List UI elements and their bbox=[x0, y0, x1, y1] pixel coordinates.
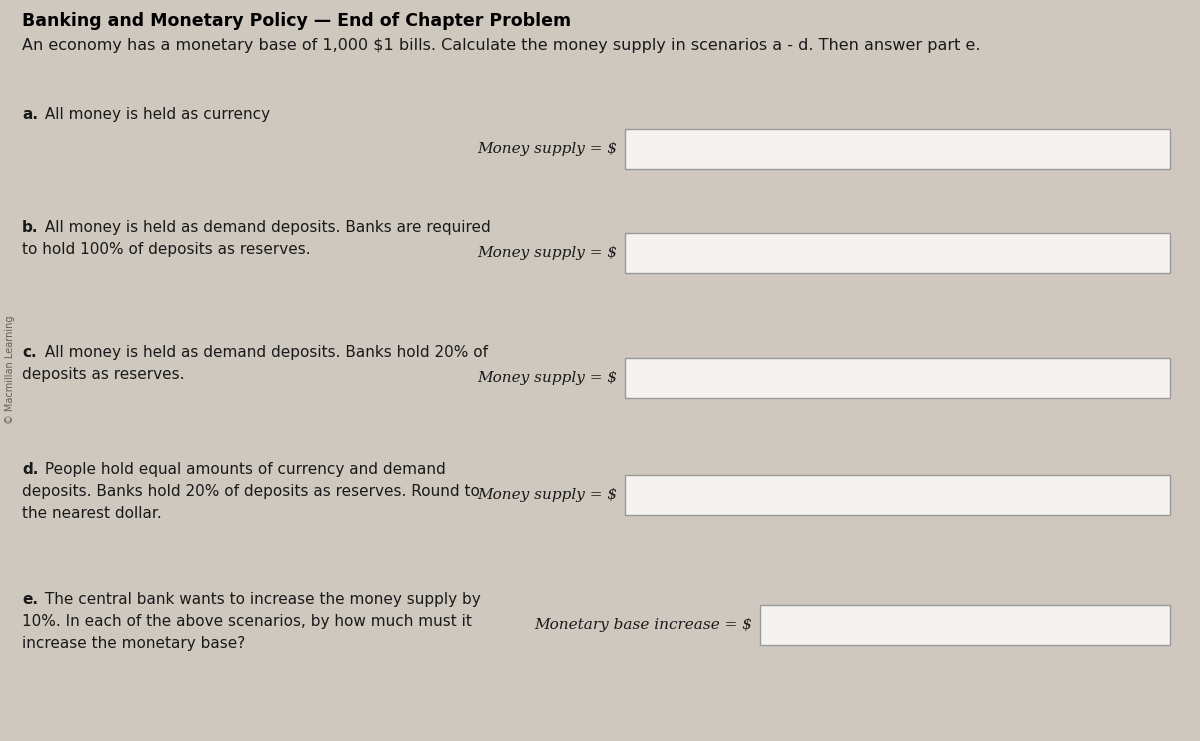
Text: e.: e. bbox=[22, 592, 38, 607]
Text: a.: a. bbox=[22, 107, 38, 122]
Text: d.: d. bbox=[22, 462, 38, 477]
Text: All money is held as demand deposits. Banks are required: All money is held as demand deposits. Ba… bbox=[40, 220, 491, 235]
Text: increase the monetary base?: increase the monetary base? bbox=[22, 636, 245, 651]
Text: Banking and Monetary Policy — End of Chapter Problem: Banking and Monetary Policy — End of Cha… bbox=[22, 12, 571, 30]
Text: c.: c. bbox=[22, 345, 37, 360]
Text: deposits. Banks hold 20% of deposits as reserves. Round to: deposits. Banks hold 20% of deposits as … bbox=[22, 484, 480, 499]
Text: b.: b. bbox=[22, 220, 38, 235]
Text: The central bank wants to increase the money supply by: The central bank wants to increase the m… bbox=[40, 592, 481, 607]
FancyBboxPatch shape bbox=[625, 233, 1170, 273]
Text: deposits as reserves.: deposits as reserves. bbox=[22, 367, 185, 382]
Text: All money is held as currency: All money is held as currency bbox=[40, 107, 270, 122]
FancyBboxPatch shape bbox=[625, 129, 1170, 169]
Text: 10%. In each of the above scenarios, by how much must it: 10%. In each of the above scenarios, by … bbox=[22, 614, 472, 629]
FancyBboxPatch shape bbox=[625, 475, 1170, 515]
Text: the nearest dollar.: the nearest dollar. bbox=[22, 506, 162, 521]
FancyBboxPatch shape bbox=[625, 358, 1170, 398]
Text: Money supply = $: Money supply = $ bbox=[476, 142, 617, 156]
Text: All money is held as demand deposits. Banks hold 20% of: All money is held as demand deposits. Ba… bbox=[40, 345, 488, 360]
Text: Monetary base increase = $: Monetary base increase = $ bbox=[534, 618, 752, 632]
Text: © Macmillan Learning: © Macmillan Learning bbox=[5, 316, 16, 425]
Text: Money supply = $: Money supply = $ bbox=[476, 371, 617, 385]
FancyBboxPatch shape bbox=[760, 605, 1170, 645]
Text: Money supply = $: Money supply = $ bbox=[476, 246, 617, 260]
Text: to hold 100% of deposits as reserves.: to hold 100% of deposits as reserves. bbox=[22, 242, 311, 257]
Text: An economy has a monetary base of 1,000 $1 bills. Calculate the money supply in : An economy has a monetary base of 1,000 … bbox=[22, 38, 980, 53]
Text: Money supply = $: Money supply = $ bbox=[476, 488, 617, 502]
Text: People hold equal amounts of currency and demand: People hold equal amounts of currency an… bbox=[40, 462, 445, 477]
